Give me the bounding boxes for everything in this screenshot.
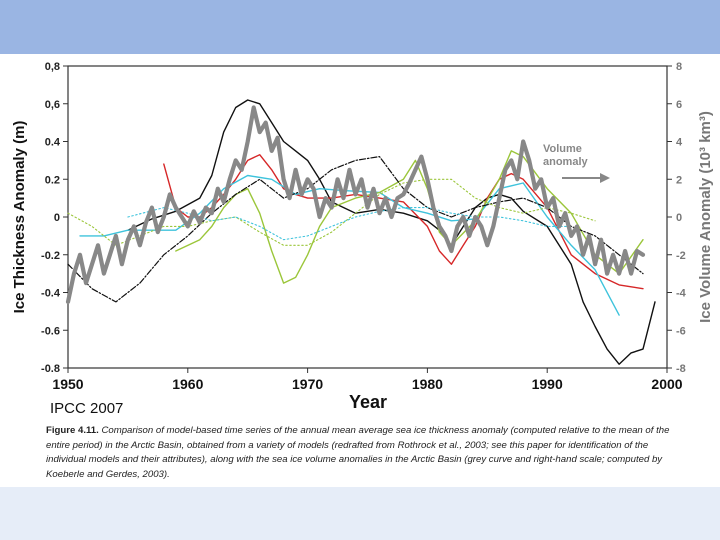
annotation-layer: Volume anomaly [543,143,610,183]
source-label: IPCC 2007 [48,400,126,417]
x-tick-label: 1970 [292,376,323,392]
y-tick-left-label: 0,6 [45,99,60,111]
y-tick-left-label: -0.6 [41,325,60,337]
chart-svg: 0,8 0,6 0.4 0.2 0 -0.2 -0.4 -0.6 -0.8 8 6 4 2 0 -2 -4 -6… [11,61,714,412]
x-axis-title: Year [349,392,387,412]
y-tick-left-label: 0 [54,212,60,224]
series-line-4 [175,150,644,284]
figure-area: 0,8 0,6 0.4 0.2 0 -0.2 -0.4 -0.6 -0.8 8 6 4 2 0 -2 -4 -6… [0,54,720,487]
bottom-band [0,487,720,540]
x-tick-label: 1980 [412,376,443,392]
y-axis-title-right: Ice Volume Anomaly (10³ km³) [697,111,714,323]
y-tick-left-label: -0.2 [41,250,60,262]
figure-caption: Figure 4.11. Comparison of model-based t… [46,424,686,482]
y-tick-left-label: -0.4 [41,288,61,300]
y-tick-left-label: 0,8 [45,61,60,73]
y-tick-left-label: -0.8 [41,363,60,375]
y-tick-right-label: -8 [676,363,686,375]
y-tick-right-label: -4 [676,288,687,300]
top-band [0,0,720,54]
y-tick-right-label: 0 [676,212,682,224]
annotation-volume-line1: Volume [543,143,582,155]
x-tick-label: 1990 [532,376,563,392]
axes-layer: 0,8 0,6 0.4 0.2 0 -0.2 -0.4 -0.6 -0.8 8 6 4 2 0 -2 -4 -6… [41,61,687,392]
annotation-arrow-head [600,173,610,183]
x-tick-label: 1950 [52,376,83,392]
caption-lead: Figure 4.11. [46,425,99,436]
y-axis-title-left: Ice Thickness Anomaly (m) [11,121,28,314]
y-tick-right-label: 6 [676,99,682,111]
annotation-volume-line2: anomaly [543,156,589,168]
x-tick-label: 1960 [172,376,203,392]
x-tick-label: 2000 [651,376,682,392]
series-line-7 [127,207,572,241]
series-line-1 [127,99,656,365]
y-tick-left-label: 0.4 [45,137,61,149]
y-tick-right-label: -6 [676,325,686,337]
y-tick-right-label: 4 [676,137,683,149]
y-tick-right-label: 2 [676,174,682,186]
series-line-8 [65,105,646,304]
series-layer [65,99,656,365]
series-line-2 [163,153,644,290]
y-tick-right-label: 8 [676,61,682,73]
y-tick-right-label: -2 [676,250,686,262]
caption-body: Comparison of model-based time series of… [46,425,670,480]
y-tick-left-label: 0.2 [45,174,60,186]
